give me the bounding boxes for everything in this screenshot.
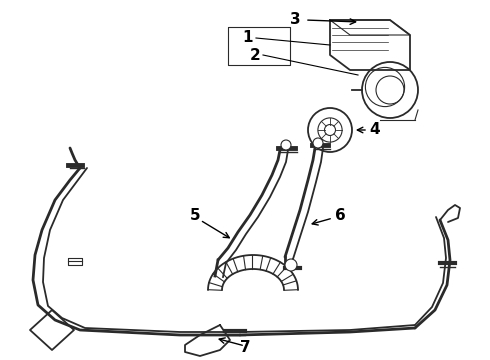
Circle shape — [285, 259, 297, 271]
Text: 1: 1 — [243, 31, 253, 45]
Text: 4: 4 — [369, 122, 380, 138]
Text: 3: 3 — [290, 13, 300, 27]
Text: 2: 2 — [249, 48, 260, 63]
Text: 5: 5 — [190, 207, 200, 222]
Text: 6: 6 — [335, 207, 345, 222]
Circle shape — [281, 140, 291, 150]
Circle shape — [313, 138, 323, 148]
Text: 7: 7 — [240, 341, 250, 356]
